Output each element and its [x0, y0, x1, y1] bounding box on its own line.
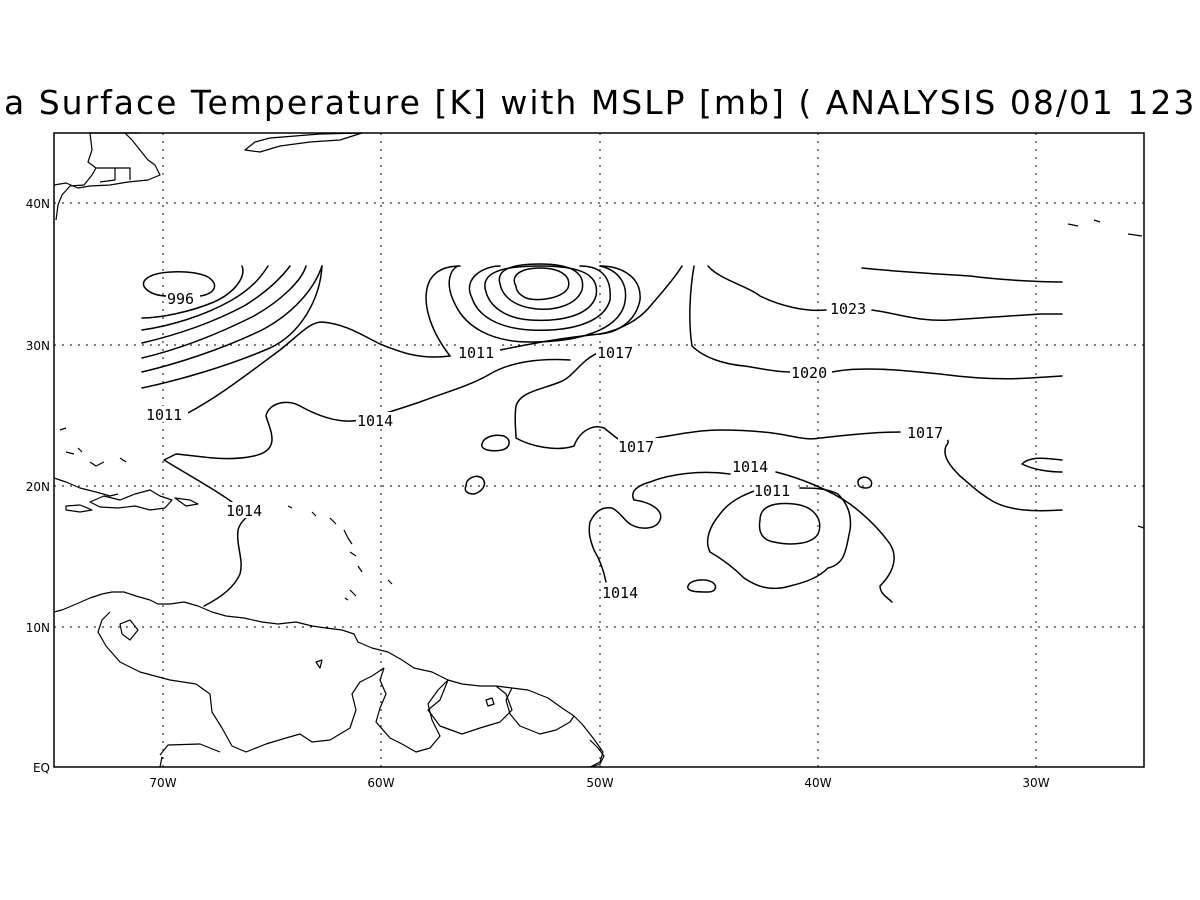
- contour-label: 996: [167, 290, 194, 308]
- contour-label: 1017: [907, 424, 943, 442]
- coastline-south-america: [53, 591, 604, 768]
- page-title: a Surface Temperature [K] with MSLP [mb]…: [4, 83, 1197, 122]
- contour-label: 1011: [754, 482, 790, 500]
- longitude-axis: 70W 60W 50W 40W 30W: [149, 776, 1049, 790]
- lon-label-70w: 70W: [149, 776, 176, 790]
- contour-label: 1014: [602, 584, 638, 602]
- lon-label-40w: 40W: [804, 776, 831, 790]
- contour-label: 1014: [732, 458, 768, 476]
- latitude-axis: 40N 30N 20N 10N EQ: [26, 197, 50, 775]
- lon-label-50w: 50W: [586, 776, 613, 790]
- coastline-cuba: [53, 477, 119, 497]
- coastline-hispaniola: [89, 489, 173, 511]
- lat-label-eq: EQ: [33, 761, 50, 775]
- graticule: [54, 133, 1144, 767]
- contour-label: 1017: [618, 438, 654, 456]
- lat-label-20n: 20N: [26, 480, 50, 494]
- contour-label: 1011: [146, 406, 182, 424]
- contour-label: 1014: [357, 412, 393, 430]
- lat-label-40n: 40N: [26, 197, 50, 211]
- coastline-northeast: [53, 132, 161, 221]
- contour-labels: 996 1011 1011 1014 1014 1017 1017 1017 1…: [146, 290, 948, 602]
- contour-label: 1014: [226, 502, 262, 520]
- contour-label: 1017: [597, 344, 633, 362]
- lat-label-30n: 30N: [26, 339, 50, 353]
- lat-label-10n: 10N: [26, 621, 50, 635]
- contour-label: 1023: [830, 300, 866, 318]
- contour-label: 1020: [791, 364, 827, 382]
- map-frame: [53, 132, 1145, 768]
- coastlines: [53, 132, 605, 768]
- lon-label-30w: 30W: [1022, 776, 1049, 790]
- mslp-contours: [141, 263, 1063, 607]
- contour-label: 1011: [458, 344, 494, 362]
- lon-label-60w: 60W: [367, 776, 394, 790]
